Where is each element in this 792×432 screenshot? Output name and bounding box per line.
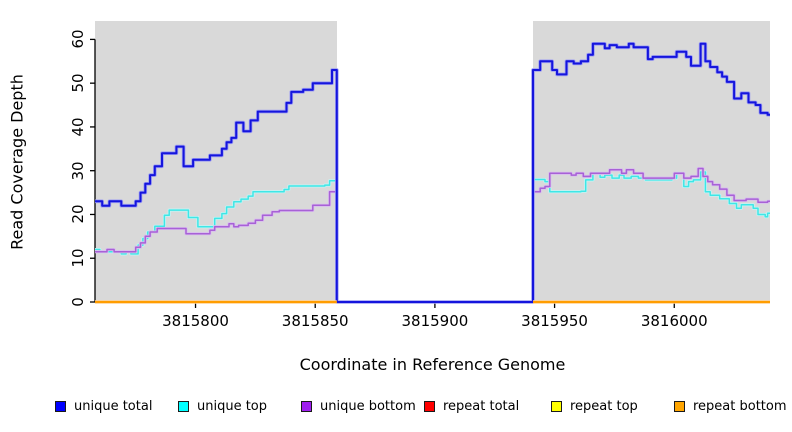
legend-label: unique top (197, 399, 268, 414)
legend-item-unique-bottom: unique bottom (301, 399, 416, 414)
x-axis-label: Coordinate in Reference Genome (299, 355, 566, 374)
series-halo-unique-total (95, 42, 770, 304)
series-line-unique-top (95, 171, 770, 303)
legend-swatch-repeat-top (551, 401, 562, 412)
x-tick-label: 3815950 (521, 312, 588, 330)
x-tick-label: 3815850 (281, 312, 349, 330)
legend-label: unique total (74, 399, 153, 414)
legend-label: repeat top (570, 399, 638, 414)
legend-label: unique bottom (320, 399, 416, 414)
y-tick-label: 50 (69, 73, 87, 93)
legend-label: repeat total (443, 399, 520, 414)
series-halo-unique-bottom (95, 166, 770, 304)
no-data-gap-region (336, 21, 534, 302)
y-tick-label: 60 (69, 29, 87, 49)
legend-swatch-unique-top (178, 401, 189, 412)
y-tick-label: 20 (69, 204, 87, 224)
series-halo-unique-top (95, 170, 770, 304)
legend-swatch-repeat-bottom (674, 401, 685, 412)
series-line-unique-bottom (95, 167, 770, 303)
legend-swatch-unique-total (55, 401, 66, 412)
x-tick-label: 3815800 (162, 312, 229, 330)
y-tick-label: 10 (69, 248, 87, 268)
x-tick-label: 3815900 (401, 312, 469, 330)
legend-item-repeat-total: repeat total (424, 399, 519, 414)
y-axis-label: Read Coverage Depth (7, 73, 27, 250)
y-tick-label: 40 (69, 117, 87, 137)
y-tick-label: 30 (69, 161, 87, 181)
x-tick-label: 3816000 (640, 312, 708, 330)
legend-item-repeat-top: repeat top (551, 399, 638, 414)
legend-swatch-repeat-total (424, 401, 435, 412)
legend-item-unique-total: unique total (55, 399, 152, 414)
y-tick-label: 0 (69, 297, 87, 307)
legend-swatch-unique-bottom (301, 401, 312, 412)
legend-item-unique-top: unique top (178, 399, 267, 414)
legend-label: repeat bottom (693, 399, 787, 414)
series-line-unique-total (95, 42, 770, 303)
legend-item-repeat-bottom: repeat bottom (674, 399, 787, 414)
